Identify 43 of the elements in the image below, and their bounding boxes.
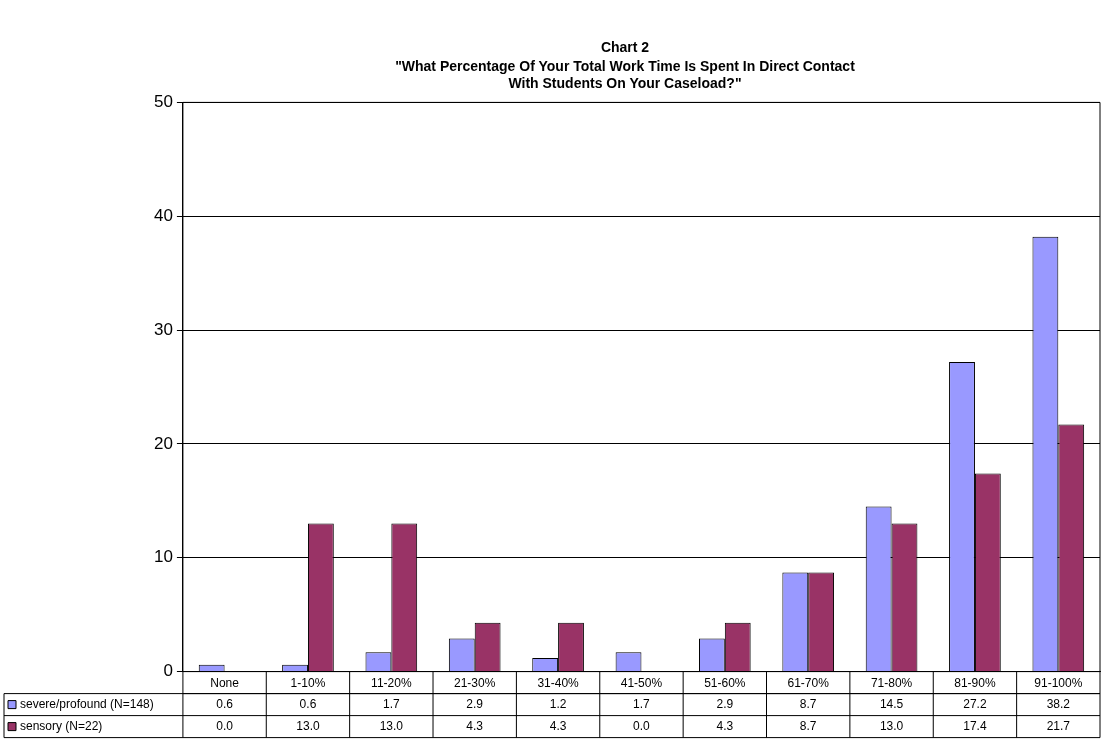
data-label: 1.7 xyxy=(383,696,400,711)
x-tick-label: 11-20% xyxy=(371,676,412,691)
data-label: 2.9 xyxy=(716,696,734,711)
data-label: 21.7 xyxy=(1046,718,1071,733)
y-tick-label: 40 xyxy=(153,205,173,225)
y-tick-label: 0 xyxy=(163,661,173,681)
data-label: 0.0 xyxy=(633,718,651,733)
data-label: 0.0 xyxy=(216,718,234,733)
data-label: 13.0 xyxy=(379,718,404,733)
y-tick-label: 50 xyxy=(153,92,173,112)
data-label: 8.7 xyxy=(799,718,817,733)
x-tick-label: None xyxy=(210,676,240,691)
x-tick-label: 71-80% xyxy=(870,676,913,691)
legend-label: sensory (N=22) xyxy=(20,718,103,733)
data-label: 8.7 xyxy=(799,696,817,711)
data-label: 38.2 xyxy=(1046,696,1071,711)
data-label: 0.6 xyxy=(299,696,317,711)
x-tick-label: 21-30% xyxy=(454,676,496,691)
y-tick-label: 30 xyxy=(153,319,173,339)
data-label: 2.9 xyxy=(466,696,484,711)
data-label: 13.0 xyxy=(296,718,320,733)
data-label: 1.2 xyxy=(549,696,567,711)
data-label: 0.6 xyxy=(216,696,234,711)
data-label: 17.4 xyxy=(963,718,987,733)
x-tick-label: 31-40% xyxy=(537,676,580,691)
x-tick-label: 41-50% xyxy=(620,676,663,691)
data-label: 1.7 xyxy=(633,696,651,711)
chart-subtitle: "What Percentage Of Your Total Work Time Is Spent In Direct Contact With Students On Your Caseload?" xyxy=(395,58,856,91)
data-label: 13.0 xyxy=(879,718,904,733)
legend-label: severe/profound (N=148) xyxy=(20,696,154,711)
x-tick-label: 61-70% xyxy=(787,676,830,691)
chart-title: Chart 2 xyxy=(600,39,650,56)
x-tick-label: 1-10% xyxy=(290,676,326,691)
y-tick-label: 10 xyxy=(153,547,173,567)
data-label: 4.3 xyxy=(466,718,484,733)
data-label: 14.5 xyxy=(879,696,904,711)
x-tick-label: 51-60% xyxy=(704,676,746,691)
data-label: 27.2 xyxy=(963,696,987,711)
data-label: 4.3 xyxy=(716,718,734,733)
data-label: 4.3 xyxy=(549,718,567,733)
x-tick-label: 81-90% xyxy=(954,676,996,691)
x-tick-label: 91-100% xyxy=(1034,676,1083,691)
y-tick-label: 20 xyxy=(153,433,173,453)
